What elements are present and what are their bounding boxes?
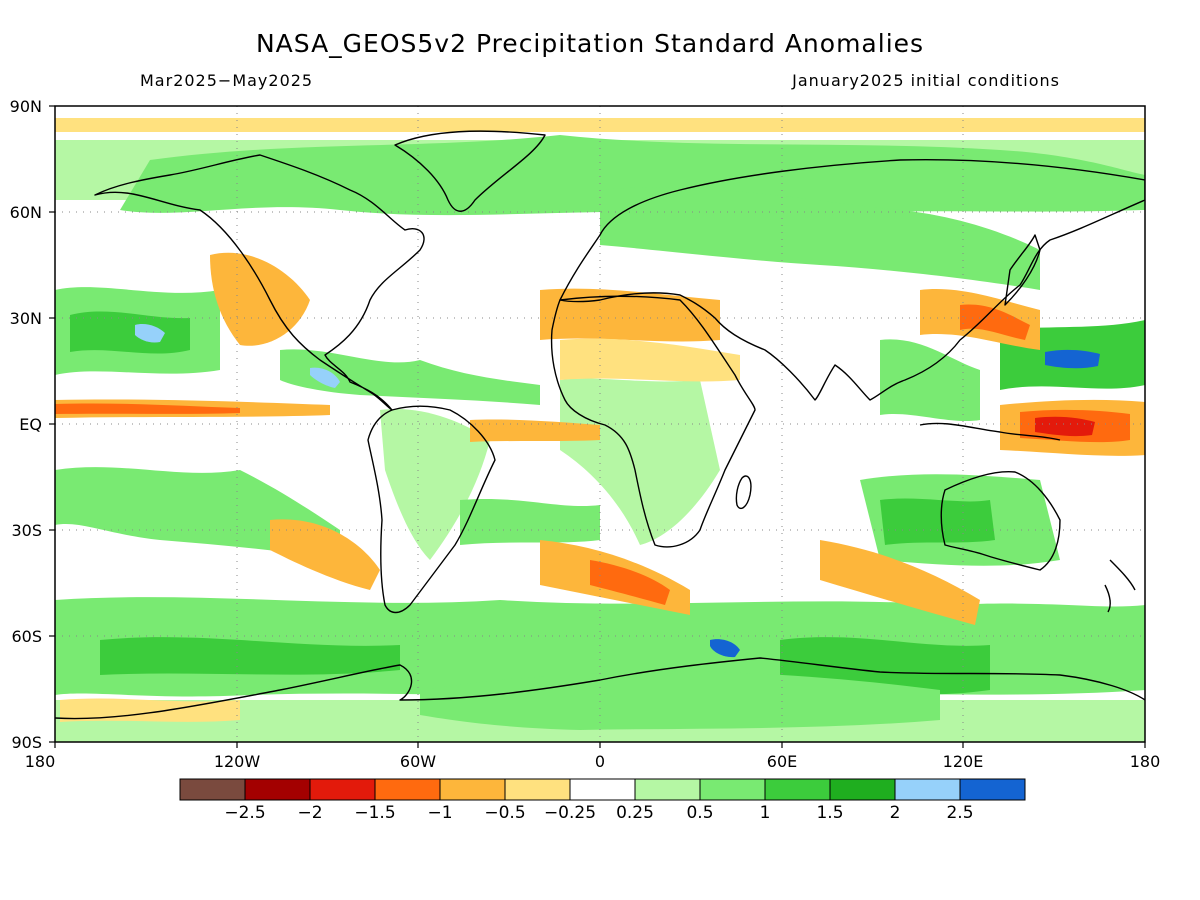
anomaly-region	[600, 187, 1040, 290]
lat-label: 60S	[11, 627, 42, 646]
lat-label: EQ	[19, 415, 42, 434]
anomaly-region	[470, 419, 600, 442]
colorbar-swatch	[894, 778, 961, 801]
lat-label: 90S	[11, 733, 42, 752]
colorbar-swatch	[309, 778, 376, 801]
anomaly-region	[55, 403, 240, 414]
anomaly-region	[560, 378, 720, 545]
colorbar-swatch	[699, 778, 766, 801]
colorbar-label: −2	[297, 803, 322, 823]
lon-label: 120W	[214, 752, 261, 771]
coastline-indonesia	[919, 422, 1061, 441]
colorbar-swatch	[569, 778, 636, 801]
coastline-antarctica	[55, 657, 1145, 720]
coastline-greenland	[394, 130, 546, 212]
coastline-eurasia	[559, 158, 1145, 401]
longitude-labels: 180 120W 60W 0 60E 120E 180	[25, 752, 1161, 771]
lon-label: 60W	[400, 752, 436, 771]
coastline-australia	[940, 470, 1061, 571]
anomaly-region	[100, 637, 400, 675]
colorbar-label: 0.25	[616, 803, 654, 823]
anomaly-region	[60, 698, 240, 722]
colorbar-swatch	[374, 778, 441, 801]
colorbar-swatch	[179, 778, 246, 801]
colorbar-label: −1.5	[354, 803, 395, 823]
wet-maxima	[135, 323, 1100, 658]
colorbar-label: 0.5	[686, 803, 713, 823]
colorbar-label: 1	[760, 803, 771, 823]
initial-conditions-label: January2025 initial conditions	[791, 71, 1060, 90]
anomaly-region	[280, 349, 540, 405]
lon-label: 0	[595, 752, 605, 771]
anomaly-region	[55, 467, 340, 560]
map-title: NASA_GEOS5v2 Precipitation Standard Anom…	[256, 29, 924, 58]
anomaly-region	[560, 338, 740, 382]
colorbar-label: −2.5	[224, 803, 265, 823]
coastline-japan	[1004, 234, 1041, 306]
colorbar-label: −0.25	[544, 803, 596, 823]
coastline-madagascar	[735, 475, 752, 510]
coastlines	[55, 130, 1145, 720]
lat-label: 30S	[11, 521, 42, 540]
anomaly-region	[880, 498, 995, 545]
anomaly-region	[70, 311, 190, 354]
anomaly-region	[590, 560, 670, 605]
colorbar-swatch	[959, 778, 1026, 801]
anomaly-region	[710, 639, 740, 658]
colorbar-swatch	[764, 778, 831, 801]
anomaly-region	[820, 540, 980, 625]
colorbar-label: 2.5	[946, 803, 973, 823]
anomaly-region	[270, 519, 380, 590]
lon-label: 180	[25, 752, 56, 771]
anomaly-region	[960, 304, 1030, 340]
colorbar-label: 1.5	[816, 803, 843, 823]
season-label: Mar2025−May2025	[140, 71, 313, 90]
anomaly-region	[880, 339, 980, 422]
colorbar-label: −1	[427, 803, 452, 823]
lon-label: 60E	[767, 752, 797, 771]
anomaly-region	[210, 252, 310, 346]
anomaly-region	[1035, 416, 1095, 437]
colorbar-swatch	[439, 778, 506, 801]
anomaly-region	[460, 498, 600, 545]
coastline-africa	[550, 295, 756, 548]
anomaly-region	[1045, 349, 1100, 369]
map-gridlines	[55, 106, 1145, 742]
colorbar-label: 2	[890, 803, 901, 823]
lon-label: 120E	[943, 752, 984, 771]
lat-label: 30N	[10, 309, 42, 328]
colorbar: −2.5 −2 −1.5 −1 −0.5 −0.25 0.25 0.5 1 1.5 2 2.5	[179, 778, 1026, 823]
anomaly-region	[55, 118, 1145, 132]
anomaly-region	[380, 409, 490, 560]
lon-label: 180	[1130, 752, 1161, 771]
colorbar-swatch	[244, 778, 311, 801]
colorbar-swatch	[829, 778, 896, 801]
colorbar-label: −0.5	[484, 803, 525, 823]
dry-anomaly-regions	[55, 118, 1145, 722]
axis-ticks	[49, 105, 1146, 748]
coastline-new-zealand	[1104, 559, 1136, 613]
anomaly-map	[55, 106, 1145, 742]
anomaly-region	[420, 671, 940, 730]
colorbar-swatch	[504, 778, 571, 801]
coastline-north-america	[94, 154, 425, 411]
anomaly-region	[120, 135, 1145, 220]
lat-label: 60N	[10, 203, 42, 222]
lat-label: 90N	[10, 97, 42, 116]
anomaly-region	[310, 367, 340, 388]
coastline-south-america	[367, 405, 496, 614]
anomaly-region	[135, 323, 165, 343]
latitude-labels: 90N 60N 30N EQ 30S 60S 90S	[10, 97, 42, 752]
colorbar-swatch	[634, 778, 701, 801]
